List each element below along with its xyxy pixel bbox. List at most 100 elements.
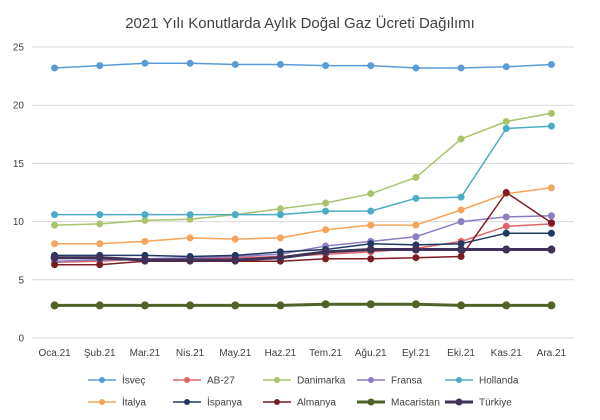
series-2 bbox=[51, 109, 555, 229]
series-line bbox=[54, 191, 552, 266]
data-point bbox=[502, 213, 510, 221]
data-point bbox=[231, 211, 239, 219]
x-tick-label: Kas.21 bbox=[491, 348, 523, 359]
data-point bbox=[547, 229, 555, 237]
legend-item: İtalya bbox=[88, 396, 146, 409]
data-point bbox=[502, 117, 510, 125]
x-tick-label: Ara.21 bbox=[537, 348, 567, 359]
data-point bbox=[457, 253, 465, 261]
x-tick-label: Eki.21 bbox=[447, 348, 475, 359]
data-point bbox=[457, 301, 466, 310]
y-axis-ticks: 0 5 10 15 20 25 bbox=[13, 43, 25, 345]
legend-item: Hollanda bbox=[445, 376, 519, 387]
data-point bbox=[502, 301, 511, 310]
legend-marker bbox=[274, 377, 280, 383]
series-5 bbox=[51, 184, 555, 248]
x-tick-label: Haz.21 bbox=[265, 348, 297, 359]
series-line bbox=[54, 187, 552, 245]
legend-marker bbox=[456, 377, 462, 383]
data-point bbox=[412, 64, 420, 72]
y-tick-label: 20 bbox=[13, 101, 25, 112]
data-point bbox=[141, 211, 149, 219]
legend-label: Macaristan bbox=[391, 398, 440, 409]
data-point bbox=[186, 234, 194, 242]
data-point bbox=[322, 199, 330, 207]
series-lines bbox=[50, 59, 556, 310]
data-point bbox=[367, 221, 375, 229]
data-point bbox=[547, 212, 555, 220]
data-point bbox=[96, 211, 104, 219]
data-point bbox=[457, 135, 465, 143]
data-point bbox=[322, 255, 330, 263]
legend-label: Almanya bbox=[297, 398, 336, 409]
data-point bbox=[366, 300, 375, 309]
x-tick-label: Ağu.21 bbox=[355, 348, 387, 359]
legend-label: Hollanda bbox=[479, 376, 519, 387]
legend-item: Türkiye bbox=[445, 398, 512, 409]
legend-item: Danimarka bbox=[263, 376, 346, 387]
series-4 bbox=[51, 122, 555, 219]
y-tick-label: 5 bbox=[18, 275, 24, 286]
data-point bbox=[141, 216, 149, 224]
chart-title: 2021 Yılı Konutlarda Aylık Doğal Gaz Ücr… bbox=[125, 14, 475, 32]
legend-label: İsveç bbox=[122, 374, 145, 387]
data-point bbox=[50, 301, 59, 310]
data-point bbox=[51, 211, 59, 219]
data-point bbox=[276, 211, 284, 219]
data-point bbox=[276, 301, 285, 310]
data-point bbox=[322, 62, 330, 70]
data-point bbox=[367, 190, 375, 198]
data-point bbox=[322, 207, 330, 215]
data-point bbox=[457, 64, 465, 72]
legend-label: Danimarka bbox=[297, 376, 346, 387]
data-point bbox=[457, 245, 466, 254]
data-point bbox=[276, 234, 284, 242]
legend: İsveç AB-27 Danimarka Fransa Hollanda İtalya İ… bbox=[88, 374, 519, 409]
data-point bbox=[322, 226, 330, 234]
data-point bbox=[231, 301, 240, 310]
data-point bbox=[186, 59, 194, 67]
data-point bbox=[186, 256, 195, 265]
data-point bbox=[412, 173, 420, 181]
x-axis-ticks: Oca.21 Şub.21 Mar.21 Nis.21 May.21 Haz.21 Tem.… bbox=[38, 348, 566, 359]
data-point bbox=[412, 233, 420, 241]
y-tick-label: 10 bbox=[13, 217, 25, 228]
legend-marker bbox=[455, 398, 463, 406]
data-point bbox=[547, 219, 555, 227]
data-point bbox=[321, 247, 330, 256]
series-line bbox=[54, 125, 552, 216]
legend-marker bbox=[184, 399, 190, 405]
data-point bbox=[502, 229, 510, 237]
y-tick-label: 25 bbox=[13, 43, 25, 54]
data-point bbox=[502, 124, 510, 132]
data-point bbox=[411, 300, 420, 309]
data-point bbox=[547, 109, 555, 117]
data-point bbox=[367, 62, 375, 70]
data-point bbox=[140, 301, 149, 310]
series-line bbox=[54, 248, 552, 262]
data-point bbox=[547, 60, 555, 68]
data-point bbox=[547, 184, 555, 192]
series-line bbox=[54, 223, 552, 264]
data-point bbox=[367, 255, 375, 263]
y-tick-label: 0 bbox=[18, 334, 24, 345]
legend-label: İspanya bbox=[207, 396, 242, 409]
data-point bbox=[457, 206, 465, 214]
legend-item: Fransa bbox=[357, 376, 423, 387]
data-point bbox=[231, 256, 240, 265]
legend-label: AB-27 bbox=[207, 376, 235, 387]
data-point bbox=[547, 245, 556, 254]
x-tick-label: Nis.21 bbox=[176, 348, 205, 359]
legend-label: Fransa bbox=[391, 376, 423, 387]
data-point bbox=[95, 253, 104, 262]
series-line bbox=[54, 232, 552, 258]
data-point bbox=[366, 245, 375, 254]
data-point bbox=[141, 237, 149, 245]
data-point bbox=[96, 240, 104, 248]
legend-item: İspanya bbox=[173, 396, 242, 409]
data-point bbox=[276, 253, 285, 262]
data-point bbox=[96, 62, 104, 70]
legend-marker bbox=[99, 377, 105, 383]
